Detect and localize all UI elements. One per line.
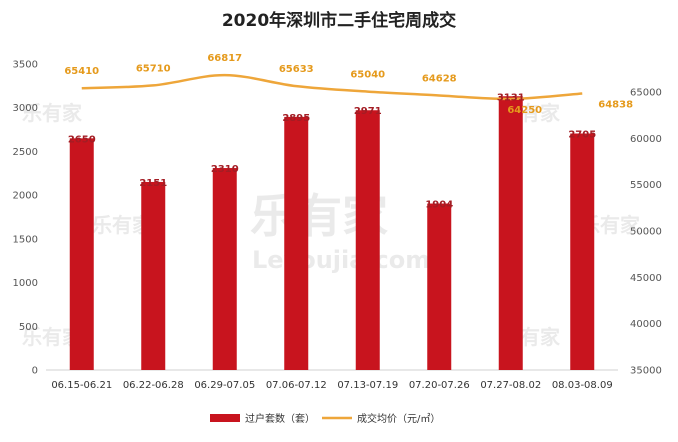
line-value-label: 66817 [207, 53, 242, 64]
bar-series [69, 96, 595, 371]
x-tick-label: 07.13-07.19 [337, 380, 398, 391]
x-axis: 06.15-06.21 06.22-06.28 06.29-07.05 07.06-0… [51, 380, 612, 391]
y-left-tick-label: 2000 [13, 191, 38, 202]
bar-value-label: 2310 [211, 164, 239, 175]
line-value-label: 64838 [598, 100, 633, 111]
line-value-label: 65410 [64, 66, 99, 77]
legend: 过户套数（套） 成交均价（元/㎡） [210, 412, 440, 425]
line-value-label: 65633 [279, 64, 314, 75]
bar [212, 168, 237, 370]
line-series [81, 73, 583, 101]
legend-bar-label: 过户套数（套） [245, 412, 315, 425]
y-left-tick-label: 0 [32, 366, 38, 377]
bar [355, 110, 380, 370]
x-tick-label: 07.27-08.02 [480, 380, 541, 391]
bar-value-label: 2705 [568, 130, 596, 141]
y-right-tick-label: 45000 [630, 273, 662, 284]
legend-line-label: 成交均价（元/㎡） [357, 412, 440, 425]
bar [284, 116, 309, 370]
x-tick-label: 06.29-07.05 [194, 380, 255, 391]
y-right-tick-label: 65000 [630, 88, 662, 99]
watermark-sub: Leyoujia.com [252, 246, 430, 274]
x-tick-label: 06.15-06.21 [51, 380, 112, 391]
y-left-tick-label: 1500 [13, 234, 38, 245]
line-value-label: 64628 [422, 73, 457, 84]
bar [69, 138, 94, 370]
y-left-tick-label: 500 [19, 322, 38, 333]
y-right-tick-label: 40000 [630, 319, 662, 330]
x-tick-label: 07.06-07.12 [266, 380, 327, 391]
y-left-tick-label: 3000 [13, 103, 38, 114]
bar-value-label: 1904 [425, 200, 453, 211]
chart-title: 2020年深圳市二手住宅周成交 [222, 10, 456, 31]
y-right-tick-label: 35000 [630, 366, 662, 377]
legend-bar-swatch [210, 414, 240, 422]
bar-value-label: 3131 [497, 92, 525, 103]
y-left-tick-label: 3500 [13, 60, 38, 71]
y-right-tick-label: 55000 [630, 180, 662, 191]
bar [570, 133, 595, 370]
y-right-tick-label: 50000 [630, 227, 662, 238]
line-path [81, 73, 583, 101]
line-value-label: 65040 [350, 70, 385, 81]
x-tick-label: 08.03-08.09 [552, 380, 613, 391]
bar-value-label: 2650 [68, 134, 96, 145]
bar [141, 181, 166, 370]
y-left-tick-label: 1000 [13, 278, 38, 289]
x-tick-label: 06.22-06.28 [123, 380, 184, 391]
y-right-tick-label: 60000 [630, 134, 662, 145]
line-value-label: 64250 [507, 105, 542, 116]
line-value-label: 65710 [136, 63, 171, 74]
watermark-small: 乐有家 [22, 101, 83, 125]
x-tick-label: 07.20-07.26 [409, 380, 470, 391]
bar [427, 203, 452, 370]
y-axis-right: 35000 40000 45000 50000 55000 60000 65000 [630, 88, 662, 377]
bar-value-label: 2971 [354, 106, 382, 117]
bar-value-label: 2895 [282, 113, 310, 124]
bar-value-label: 2151 [139, 178, 167, 189]
data-labels: 2650 2151 2310 2895 2971 1904 3131 2705 65410 657… [64, 53, 633, 210]
bar [498, 96, 523, 371]
y-left-tick-label: 2500 [13, 147, 38, 158]
